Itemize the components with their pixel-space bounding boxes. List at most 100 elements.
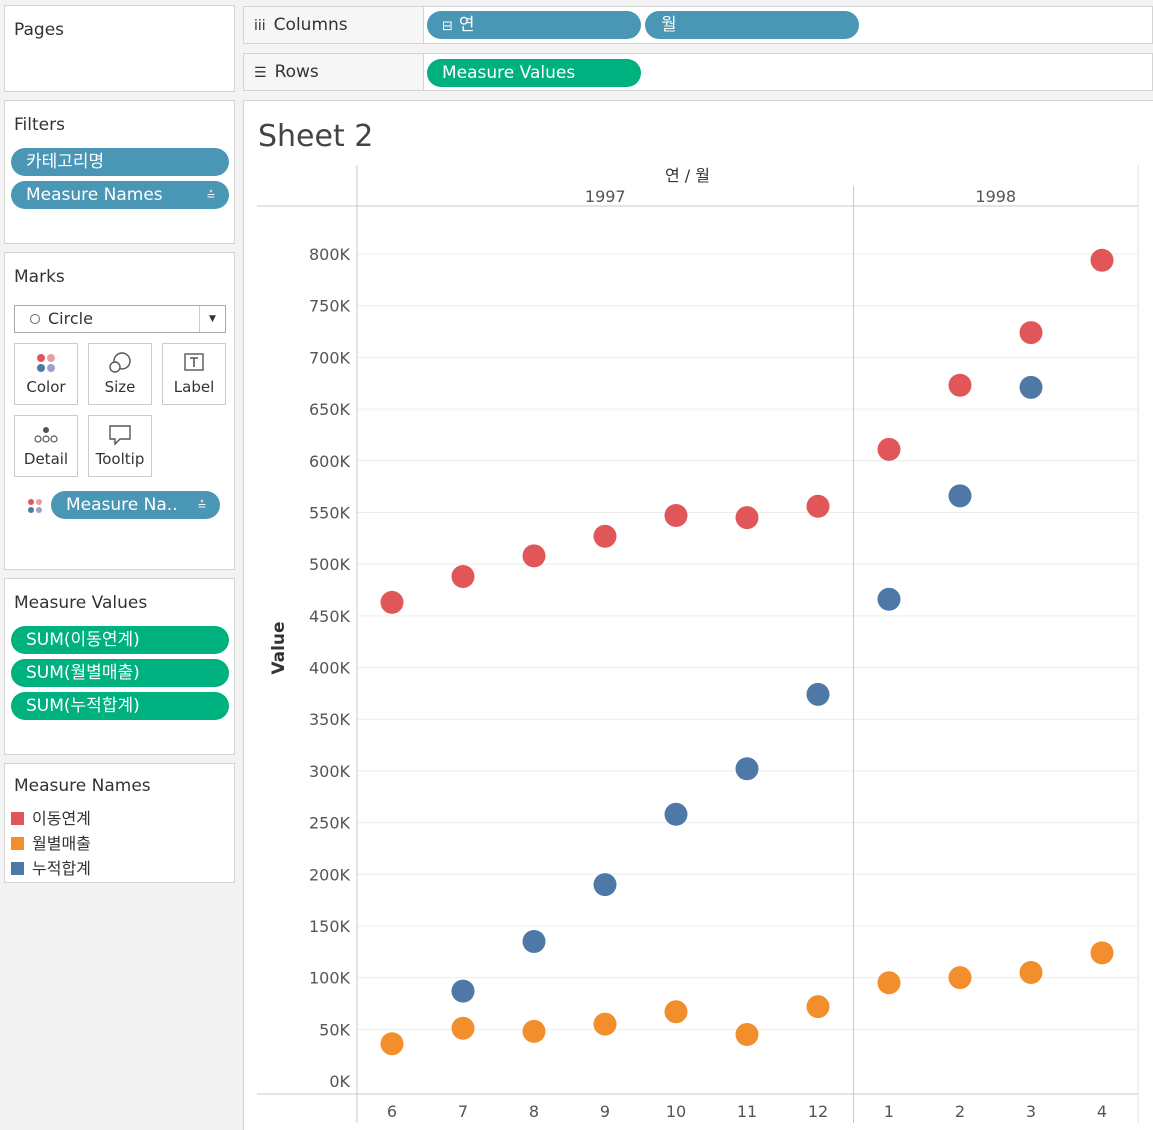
scatter-chart: 0K 50K 100K 150K 200K 250K 300K 350K 400K 450K 500… bbox=[257, 165, 1139, 1123]
data-point bbox=[1019, 375, 1043, 399]
data-point bbox=[522, 929, 546, 953]
year-header: 1997 bbox=[585, 187, 626, 206]
measure-pill-1[interactable]: SUM(월별매출) bbox=[11, 659, 229, 687]
data-point bbox=[451, 1016, 475, 1040]
y-tick-label: 450K bbox=[309, 607, 351, 626]
x-tick-label: 6 bbox=[387, 1102, 397, 1121]
y-tick-label: 150K bbox=[309, 917, 351, 936]
legend-label: 월별매출 bbox=[32, 834, 91, 853]
data-point bbox=[451, 979, 475, 1003]
pages-title: Pages bbox=[14, 20, 65, 40]
color-dots-icon bbox=[27, 498, 43, 518]
detail-button-label: Detail bbox=[23, 450, 69, 468]
data-point bbox=[1090, 248, 1114, 272]
chevron-down-icon: ▼ bbox=[199, 306, 225, 332]
year-header: 1998 bbox=[975, 187, 1016, 206]
size-circles-icon bbox=[89, 344, 151, 374]
legend-item[interactable]: 누적합계 bbox=[11, 858, 91, 880]
y-tick-label: 250K bbox=[309, 814, 351, 833]
data-point bbox=[664, 1000, 688, 1024]
data-point bbox=[877, 587, 901, 611]
data-point bbox=[593, 873, 617, 897]
x-tick-label: 12 bbox=[808, 1102, 828, 1121]
filter-pill-category[interactable]: 카테고리명 bbox=[11, 148, 229, 176]
rows-pill-measure-values[interactable]: Measure Values bbox=[427, 59, 641, 87]
measure-values-title: Measure Values bbox=[14, 593, 148, 613]
measure-pill-2[interactable]: SUM(누적합계) bbox=[11, 692, 229, 720]
legend-item[interactable]: 월별매출 bbox=[11, 833, 91, 855]
x-tick-label: 7 bbox=[458, 1102, 468, 1121]
data-point bbox=[1019, 960, 1043, 984]
columns-pill-year[interactable]: ⊟ 연 bbox=[427, 11, 641, 39]
x-tick-label: 3 bbox=[1026, 1102, 1036, 1121]
filter-pill-measure-names[interactable]: Measure Names ⩮ bbox=[11, 181, 229, 209]
y-tick-label: 200K bbox=[309, 865, 351, 884]
columns-icon: iii bbox=[254, 18, 266, 34]
color-pill-label: Measure Na.. bbox=[66, 495, 178, 515]
data-point bbox=[451, 565, 475, 589]
pages-panel: Pages bbox=[4, 5, 235, 92]
header-title: 연 / 월 bbox=[665, 166, 710, 185]
color-dots-icon bbox=[15, 344, 77, 374]
data-point bbox=[948, 484, 972, 508]
circle-icon bbox=[30, 314, 40, 324]
columns-pill-year-label: 연 bbox=[458, 15, 475, 35]
data-point bbox=[664, 504, 688, 528]
y-tick-label: 600K bbox=[309, 452, 351, 471]
mark-type-select[interactable]: Circle ▼ bbox=[14, 305, 226, 333]
data-point bbox=[1019, 321, 1043, 345]
y-tick-label: 350K bbox=[309, 710, 351, 729]
color-pill-measure-names[interactable]: Measure Na.. ⩮ bbox=[51, 491, 220, 519]
detail-dots-icon bbox=[15, 416, 77, 446]
data-point bbox=[806, 494, 830, 518]
data-point bbox=[593, 524, 617, 548]
x-tick-label: 2 bbox=[955, 1102, 965, 1121]
legend-swatch bbox=[11, 812, 24, 825]
rows-shelf: ☰ Rows Measure Values bbox=[243, 53, 1153, 91]
filters-panel: Filters 카테고리명 Measure Names ⩮ bbox=[4, 100, 235, 244]
columns-shelf: iii Columns ⊟ 연 월 bbox=[243, 6, 1153, 44]
x-tick-label: 1 bbox=[884, 1102, 894, 1121]
data-point bbox=[735, 757, 759, 781]
worksheet: Sheet 2 0K 50K 100K 150K 200K 250K 300K 350K 400… bbox=[243, 100, 1153, 1130]
marks-panel: Marks Circle ▼ Color Size Label Detail T… bbox=[4, 252, 235, 570]
sort-icon: ⩮ bbox=[197, 497, 206, 513]
x-tick-label: 8 bbox=[529, 1102, 539, 1121]
y-tick-label: 400K bbox=[309, 659, 351, 678]
y-tick-label: 750K bbox=[309, 297, 351, 316]
y-tick-label: 700K bbox=[309, 348, 351, 367]
rows-label: Rows bbox=[274, 62, 319, 82]
x-tick-label: 11 bbox=[737, 1102, 757, 1121]
filter-pill-label: Measure Names bbox=[26, 185, 163, 205]
y-tick-label: 50K bbox=[319, 1020, 350, 1039]
data-point bbox=[806, 682, 830, 706]
size-button[interactable]: Size bbox=[88, 343, 152, 405]
measure-pill-0[interactable]: SUM(이동연계) bbox=[11, 626, 229, 654]
y-tick-label: 300K bbox=[309, 762, 351, 781]
columns-pill-month[interactable]: 월 bbox=[645, 11, 859, 39]
data-point bbox=[1090, 941, 1114, 965]
data-point bbox=[877, 437, 901, 461]
sort-icon: ⩮ bbox=[206, 187, 215, 203]
rows-icon: ☰ bbox=[254, 65, 267, 81]
tooltip-button[interactable]: Tooltip bbox=[88, 415, 152, 477]
legend-item[interactable]: 이동연계 bbox=[11, 808, 91, 830]
label-button[interactable]: Label bbox=[162, 343, 226, 405]
detail-button[interactable]: Detail bbox=[14, 415, 78, 477]
data-point bbox=[380, 1032, 404, 1056]
marks-title: Marks bbox=[14, 267, 65, 287]
x-tick-label: 4 bbox=[1097, 1102, 1107, 1121]
y-tick-label: 0K bbox=[329, 1072, 350, 1091]
tooltip-button-label: Tooltip bbox=[95, 450, 145, 468]
size-button-label: Size bbox=[104, 378, 136, 396]
y-tick-label: 550K bbox=[309, 503, 351, 522]
color-button[interactable]: Color bbox=[14, 343, 78, 405]
color-button-label: Color bbox=[26, 378, 66, 396]
filters-title: Filters bbox=[14, 115, 65, 135]
measure-names-legend: Measure Names 이동연계 월별매출 누적합계 bbox=[4, 763, 235, 883]
measure-values-panel: Measure Values SUM(이동연계) SUM(월별매출) SUM(누… bbox=[4, 578, 235, 755]
data-point bbox=[948, 373, 972, 397]
legend-swatch bbox=[11, 837, 24, 850]
y-tick-label: 500K bbox=[309, 555, 351, 574]
data-point bbox=[735, 1022, 759, 1046]
